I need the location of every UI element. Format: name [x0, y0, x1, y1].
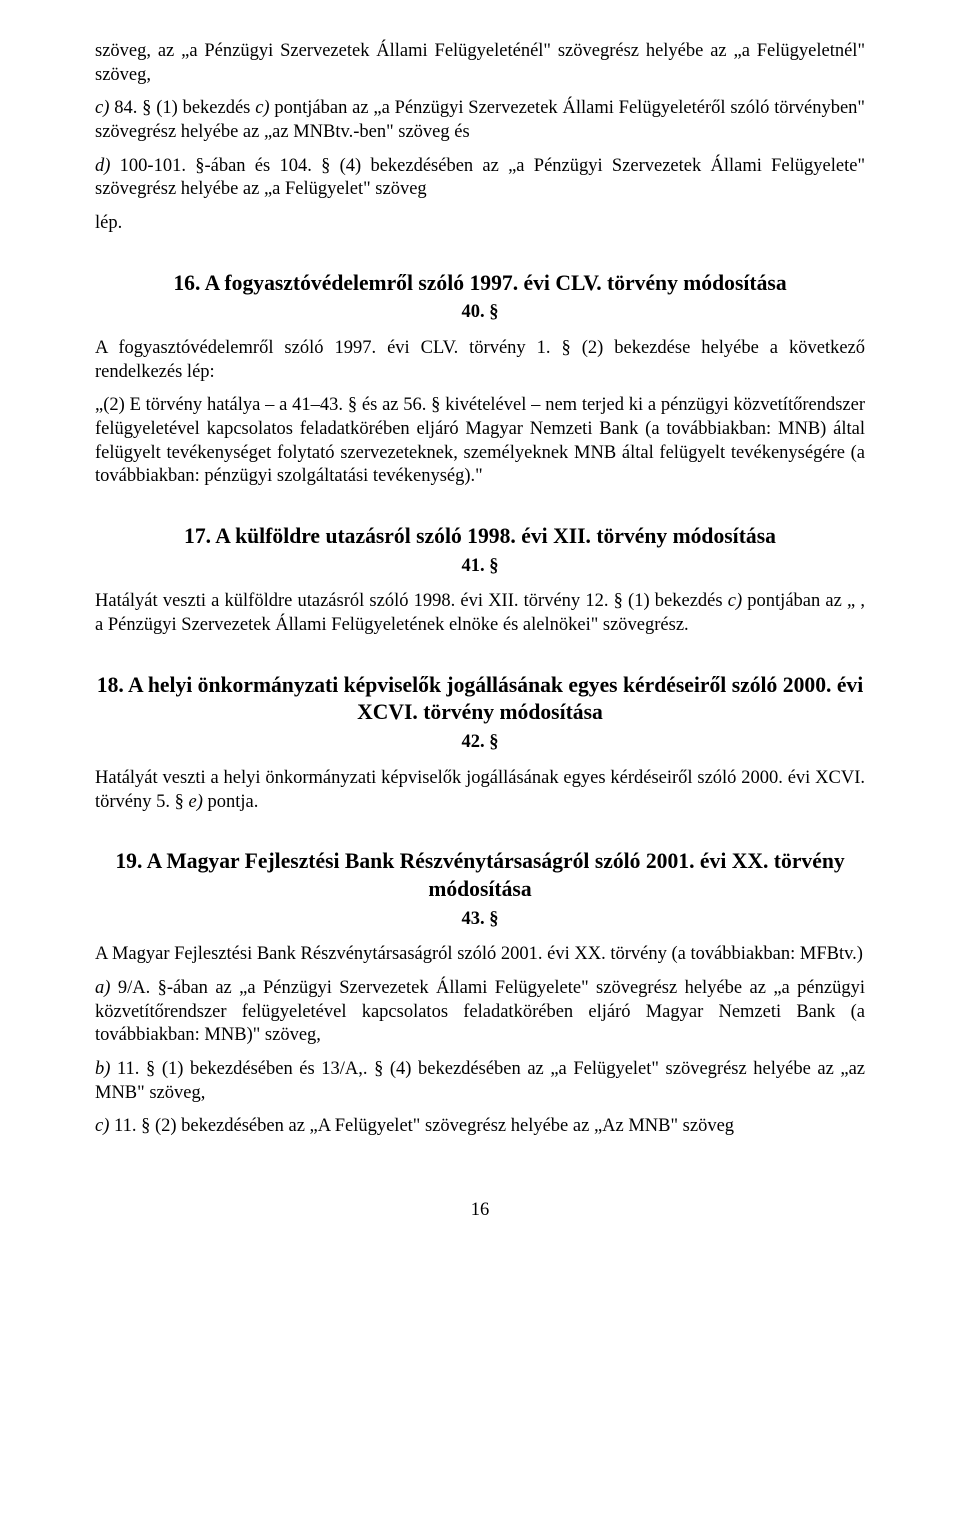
list-marker-c: c) [95, 98, 109, 118]
section-19-paragraph-1: A Magyar Fejlesztési Bank Részvénytársas… [95, 943, 865, 967]
section-19-paragraph-2: a) 9/A. §-ában az „a Pénzügyi Szervezete… [95, 977, 865, 1048]
list-marker-d: d) [95, 156, 110, 176]
section-16-number: 40. § [95, 301, 865, 325]
top-paragraph-4: lép. [95, 212, 865, 236]
text-span: Hatályát veszti a külföldre utazásról sz… [95, 591, 728, 611]
section-16-title: 16. A fogyasztóvédelemről szóló 1997. év… [95, 270, 865, 298]
text-span: 11. § (2) bekezdésében az „A Felügyelet"… [109, 1116, 734, 1136]
inline-italic-c: c) [255, 98, 269, 118]
section-16-paragraph-2: „(2) E törvény hatálya – a 41–43. § és a… [95, 394, 865, 489]
document-page: szöveg, az „a Pénzügyi Szervezetek Állam… [0, 0, 960, 1517]
inline-italic-c: c) [728, 591, 742, 611]
inline-italic-e: e) [189, 792, 203, 812]
text-span: 11. § (1) bekezdésében és 13/A,. § (4) b… [95, 1059, 865, 1103]
section-19-title: 19. A Magyar Fejlesztési Bank Részvénytá… [95, 848, 865, 903]
section-19-paragraph-4: c) 11. § (2) bekezdésében az „A Felügyel… [95, 1115, 865, 1139]
section-18-paragraph-1: Hatályát veszti a helyi önkormányzati ké… [95, 767, 865, 814]
top-paragraph-2: c) 84. § (1) bekezdés c) pontjában az „a… [95, 97, 865, 144]
top-paragraph-3: d) 100-101. §-ában és 104. § (4) bekezdé… [95, 155, 865, 202]
top-paragraph-1: szöveg, az „a Pénzügyi Szervezetek Állam… [95, 40, 865, 87]
section-17-title: 17. A külföldre utazásról szóló 1998. év… [95, 523, 865, 551]
section-19-paragraph-3: b) 11. § (1) bekezdésében és 13/A,. § (4… [95, 1058, 865, 1105]
page-number: 16 [95, 1199, 865, 1223]
text-span: pontja. [203, 792, 259, 812]
list-marker-b: b) [95, 1059, 110, 1079]
section-18-title: 18. A helyi önkormányzati képviselők jog… [95, 672, 865, 727]
text-span: 100-101. §-ában és 104. § (4) bekezdéséb… [95, 156, 865, 200]
text-span: 9/A. §-ában az „a Pénzügyi Szervezetek Á… [95, 978, 865, 1045]
list-marker-c: c) [95, 1116, 109, 1136]
text-span: 84. § (1) bekezdés [109, 98, 255, 118]
section-18-number: 42. § [95, 731, 865, 755]
section-17-number: 41. § [95, 555, 865, 579]
section-19-number: 43. § [95, 908, 865, 932]
section-17-paragraph-1: Hatályát veszti a külföldre utazásról sz… [95, 590, 865, 637]
section-16-paragraph-1: A fogyasztóvédelemről szóló 1997. évi CL… [95, 337, 865, 384]
list-marker-a: a) [95, 978, 110, 998]
